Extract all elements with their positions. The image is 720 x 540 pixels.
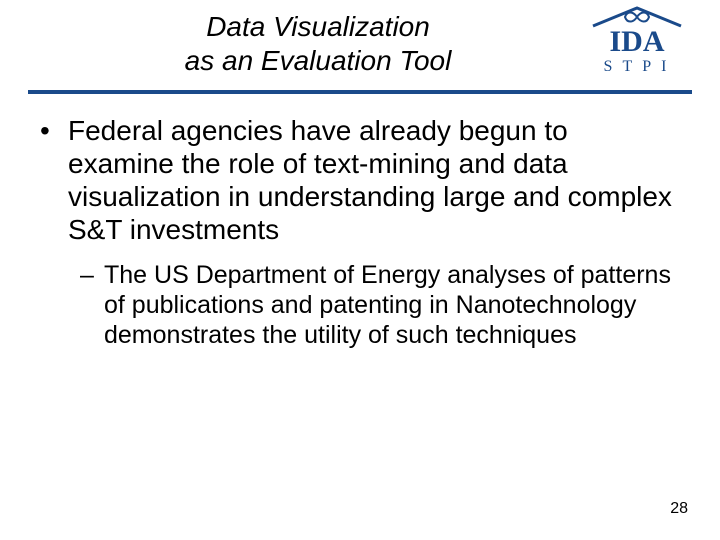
stpi-label: STPI	[582, 58, 692, 76]
ida-logo: IDA STPI	[582, 6, 692, 76]
title-line-2: as an Evaluation Tool	[185, 45, 452, 76]
header-rule	[28, 90, 692, 94]
page-number: 28	[670, 500, 688, 518]
slide: Data Visualization as an Evaluation Tool…	[0, 0, 720, 540]
title-line-1: Data Visualization	[206, 11, 430, 42]
bullet-level-1: • Federal agencies have already begun to…	[40, 114, 680, 246]
bullet-text: The US Department of Energy analyses of …	[104, 260, 680, 350]
ida-text: IDA	[609, 25, 664, 54]
slide-title: Data Visualization as an Evaluation Tool	[118, 10, 518, 77]
bullet-marker: •	[40, 114, 68, 147]
ida-logo-icon: IDA	[587, 6, 687, 54]
bullet-marker: –	[80, 260, 104, 290]
slide-header: Data Visualization as an Evaluation Tool…	[28, 0, 692, 92]
slide-body: • Federal agencies have already begun to…	[40, 114, 680, 350]
bullet-level-2: – The US Department of Energy analyses o…	[80, 260, 680, 350]
bullet-text: Federal agencies have already begun to e…	[68, 114, 680, 246]
